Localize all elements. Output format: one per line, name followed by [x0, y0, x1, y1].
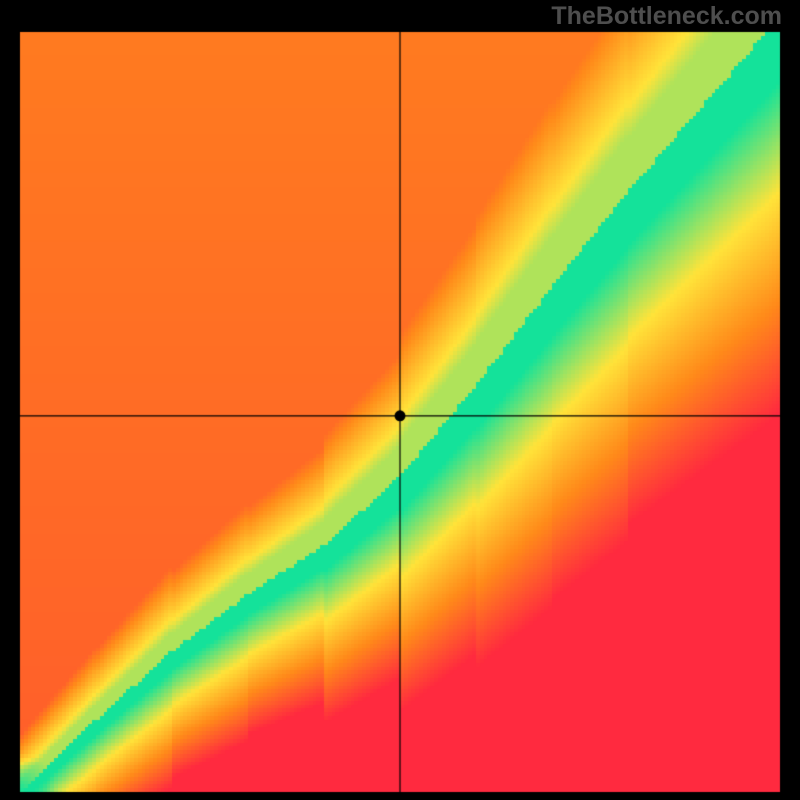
- watermark-text: TheBottleneck.com: [551, 2, 782, 31]
- bottleneck-heatmap: [0, 0, 800, 800]
- stage: TheBottleneck.com: [0, 0, 800, 800]
